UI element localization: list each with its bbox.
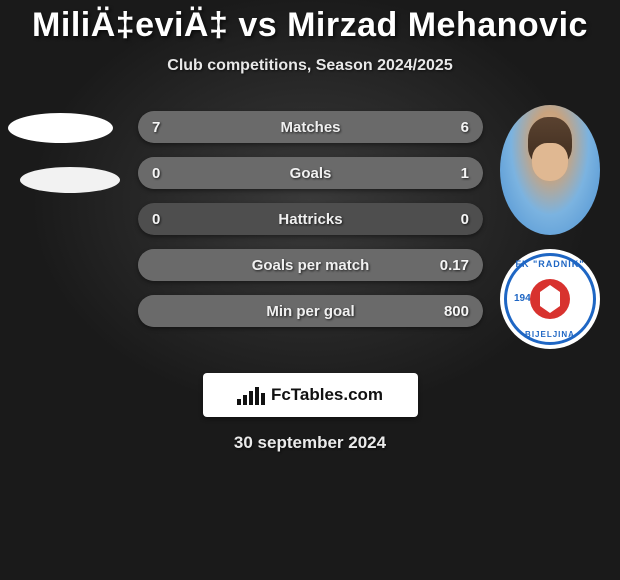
stat-label: Goals per match [252, 257, 370, 274]
brand-bars-icon [237, 385, 265, 405]
left-club-badge-placeholder [20, 167, 120, 193]
stat-row: 7 Matches 6 [138, 111, 483, 143]
stat-value-left: 0 [152, 211, 160, 228]
stat-label: Goals [290, 165, 332, 182]
badge-text-bottom: BIJELJINA [500, 330, 600, 339]
stat-value-right: 6 [461, 119, 469, 136]
date-label: 30 september 2024 [0, 433, 620, 453]
right-player-column: FK "RADNIK" 1945 BIJELJINA [500, 105, 600, 349]
badge-text-top: FK "RADNIK" [500, 259, 600, 269]
left-player-column [8, 105, 120, 193]
stat-row: Goals per match 0.17 [138, 249, 483, 281]
brand-text: FcTables.com [271, 385, 383, 405]
page-title: MiliÄ‡eviÄ‡ vs Mirzad Mehanovic [0, 0, 620, 45]
stat-value-left: 0 [152, 165, 160, 182]
stat-label: Hattricks [278, 211, 342, 228]
right-player-photo [500, 105, 600, 235]
comparison-area: 7 Matches 6 0 Goals 1 0 Hattricks 0 Goals per mat… [0, 105, 620, 355]
left-player-photo-placeholder [8, 113, 113, 143]
badge-inner-icon [530, 279, 570, 319]
stat-row: 0 Goals 1 [138, 157, 483, 189]
stat-fill-right [324, 111, 483, 143]
stat-value-left: 7 [152, 119, 160, 136]
stat-row: Min per goal 800 [138, 295, 483, 327]
stat-value-right: 0.17 [440, 257, 469, 274]
subtitle: Club competitions, Season 2024/2025 [0, 57, 620, 75]
right-club-badge: FK "RADNIK" 1945 BIJELJINA [500, 249, 600, 349]
stat-row: 0 Hattricks 0 [138, 203, 483, 235]
stat-label: Matches [280, 119, 340, 136]
stat-value-right: 0 [461, 211, 469, 228]
brand-box[interactable]: FcTables.com [203, 373, 418, 417]
stat-rows: 7 Matches 6 0 Goals 1 0 Hattricks 0 Goals per mat… [138, 111, 483, 341]
stat-label: Min per goal [266, 303, 354, 320]
stat-value-right: 800 [444, 303, 469, 320]
stat-value-right: 1 [461, 165, 469, 182]
